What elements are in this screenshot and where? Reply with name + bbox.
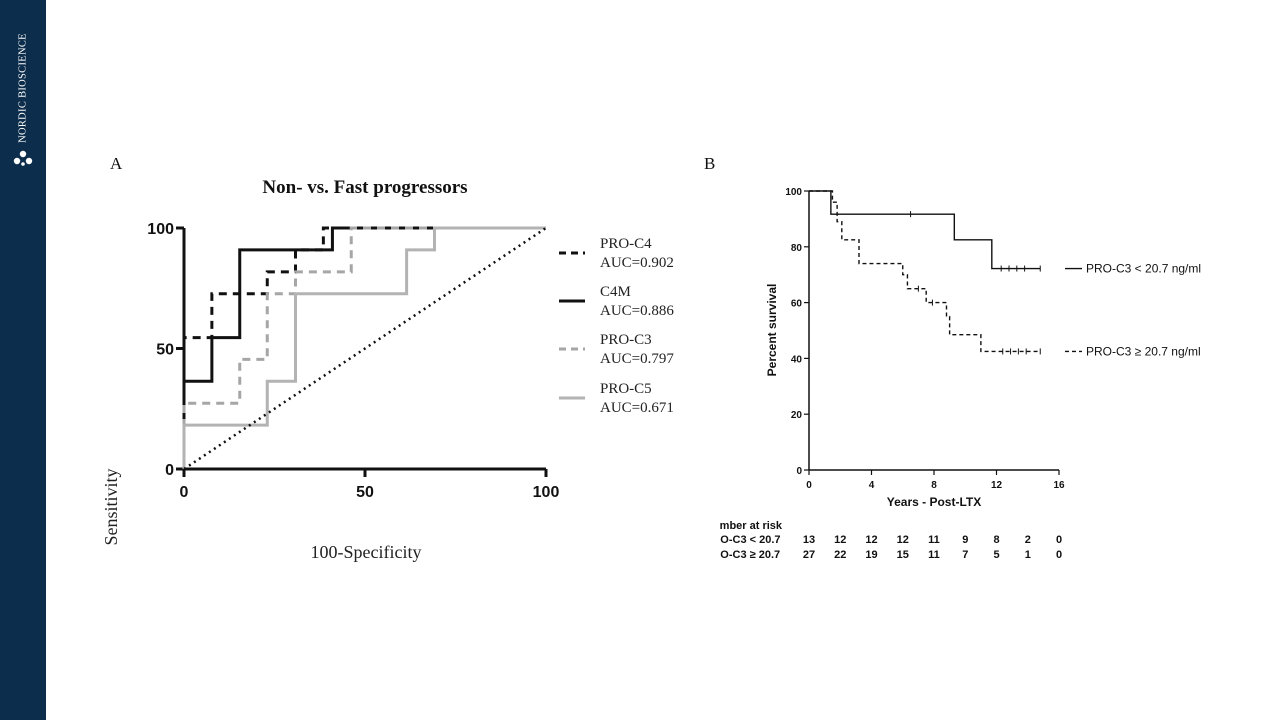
roc-y-axis-label: Sensitivity (101, 468, 121, 545)
legend-label: C4M (600, 284, 631, 300)
km-legend: PRO-C3 < 20.7 ng/ml PRO-C3 ≥ 20.7 ng/ml (1065, 262, 1201, 358)
panel-label-a: A (110, 154, 123, 173)
roc-x-tick-label: 0 (180, 484, 189, 501)
km-curve-high (809, 190, 1041, 353)
risk-cell: 15 (897, 549, 909, 561)
km-y-tick-label: 80 (791, 243, 803, 254)
risk-cell: 8 (993, 534, 999, 546)
panel-label-b: B (704, 154, 716, 173)
risk-row-label: PRO-C3 ≥ 20.7 (720, 549, 780, 561)
km-legend-label: PRO-C3 ≥ 20.7 ng/ml (1086, 344, 1201, 358)
km-plot-area: 0 20 40 60 80 100 0 4 8 12 16 (785, 187, 1065, 491)
legend-label: PRO-C5 (600, 381, 652, 397)
risk-cell: 0 (1056, 534, 1062, 546)
risk-cell: 12 (897, 534, 909, 546)
risk-row-label: PRO-C3 < 20.7 (720, 534, 781, 546)
risk-cell: 2 (1025, 534, 1031, 546)
km-x-tick-label: 16 (1053, 480, 1065, 491)
risk-cell: 1 (1025, 549, 1031, 561)
molecule-logo-icon (13, 150, 33, 166)
risk-cell: 11 (928, 534, 940, 546)
risk-cell: 12 (834, 534, 846, 546)
risk-cell: 7 (962, 549, 968, 561)
legend-auc: AUC=0.886 (600, 303, 674, 319)
roc-chart-title: Non- vs. Fast progressors (262, 177, 467, 198)
km-x-tick-label: 8 (931, 480, 937, 491)
roc-plot-area: 0 50 100 0 50 100 (147, 221, 559, 501)
roc-y-tick-label: 100 (147, 221, 174, 238)
km-x-tick-label: 4 (869, 480, 875, 491)
risk-cell: 9 (962, 534, 968, 546)
km-y-tick-label: 20 (791, 410, 803, 421)
risk-cell: 22 (834, 549, 846, 561)
legend-auc: AUC=0.671 (600, 400, 674, 416)
km-x-tick-label: 12 (991, 480, 1003, 491)
roc-x-tick-label: 100 (533, 484, 560, 501)
km-y-tick-label: 100 (785, 187, 802, 198)
km-y-tick-label: 40 (791, 354, 803, 365)
roc-curve-pro-c3 (182, 226, 546, 469)
km-curve-low (809, 190, 1041, 270)
km-x-axis-label: Years - Post-LTX (887, 495, 981, 509)
legend-label: PRO-C3 (600, 332, 652, 348)
roc-y-tick-label: 50 (156, 342, 174, 359)
roc-curve-pro-c4 (182, 226, 546, 469)
risk-cell: 11 (928, 549, 940, 561)
legend-label: PRO-C4 (600, 236, 652, 252)
risk-cell: 19 (865, 549, 877, 561)
risk-table-title: Number at risk (720, 520, 783, 532)
roc-curve-c4m (182, 226, 546, 469)
km-y-tick-label: 0 (796, 466, 802, 477)
roc-legend: PRO-C4 AUC=0.902 C4M AUC=0.886 PRO-C3 AUC=0.7… (559, 236, 674, 416)
risk-cell: 12 (865, 534, 877, 546)
roc-curve-pro-c5 (182, 226, 546, 469)
risk-cell: 5 (993, 549, 999, 561)
km-risk-table: Number at risk PRO-C3 < 20.7131212121198… (720, 520, 1062, 561)
km-legend-label: PRO-C3 < 20.7 ng/ml (1086, 262, 1201, 276)
legend-auc: AUC=0.902 (600, 255, 674, 271)
km-y-tick-label: 60 (791, 299, 803, 310)
roc-y-tick-label: 0 (165, 462, 174, 479)
risk-cell: 27 (803, 549, 815, 561)
roc-chart: Non- vs. Fast progressors 0 50 100 0 50 100 P… (101, 177, 674, 562)
risk-cell: 13 (803, 534, 815, 546)
legend-auc: AUC=0.797 (600, 351, 674, 367)
roc-x-axis-label: 100-Specificity (311, 542, 422, 562)
roc-x-tick-label: 50 (356, 484, 374, 501)
roc-reference-line (183, 226, 547, 471)
km-y-axis-label: Percent survival (765, 284, 779, 377)
risk-cell: 0 (1056, 549, 1062, 561)
km-x-tick-label: 0 (806, 480, 812, 491)
brand-sidebar: NORDIC BIOSCIENCE (0, 0, 46, 720)
brand-name: NORDIC BIOSCIENCE (17, 33, 29, 143)
